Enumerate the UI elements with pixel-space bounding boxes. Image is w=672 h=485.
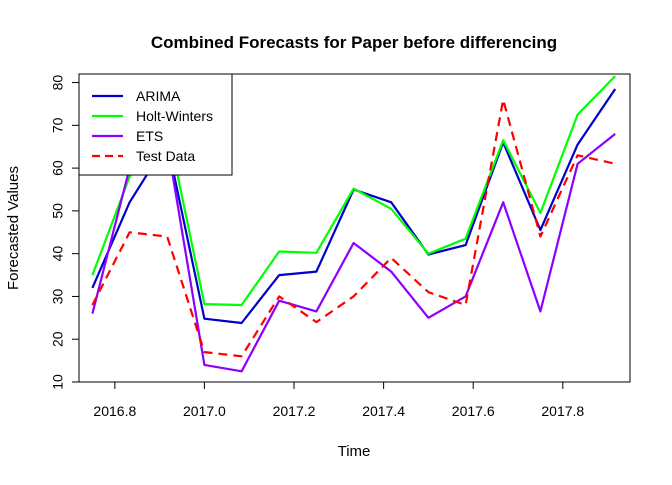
legend-label: ARIMA xyxy=(136,88,181,104)
x-tick-label: 2017.8 xyxy=(541,403,584,419)
y-axis-label: Forecasted Values xyxy=(5,166,22,290)
legend: ARIMA Holt-Winters ETS Test Data xyxy=(78,73,233,176)
legend-label: Test Data xyxy=(136,148,195,164)
legend-box xyxy=(78,73,233,176)
y-tick-label: 10 xyxy=(50,374,66,390)
series-line-1 xyxy=(91,75,616,307)
y-tick-label: 40 xyxy=(50,246,66,262)
y-tick-label: 60 xyxy=(50,160,66,176)
chart-title: Combined Forecasts for Paper before diff… xyxy=(151,33,557,52)
y-tick-label: 50 xyxy=(50,203,66,219)
x-tick-label: 2017.6 xyxy=(452,403,495,419)
y-tick-label: 70 xyxy=(50,117,66,133)
x-axis-label: Time xyxy=(338,443,371,460)
legend-label: ETS xyxy=(136,128,163,144)
y-tick-label: 30 xyxy=(50,288,66,304)
legend-label: Holt-Winters xyxy=(136,108,213,124)
series-line-2 xyxy=(91,133,616,373)
y-tick-label: 80 xyxy=(50,75,66,91)
x-tick-label: 2017.4 xyxy=(362,403,405,419)
y-tick-label: 20 xyxy=(50,331,66,347)
x-tick-label: 2017.0 xyxy=(183,403,226,419)
series-layer xyxy=(91,75,617,373)
x-tick-label: 2016.8 xyxy=(93,403,136,419)
x-axis: 2016.8 2017.0 2017.2 2017.4 2017.6 2017.8 xyxy=(93,381,584,419)
series-line-3 xyxy=(91,98,616,358)
y-axis: 10 20 30 40 50 60 70 80 xyxy=(50,75,80,390)
x-tick-label: 2017.2 xyxy=(273,403,316,419)
